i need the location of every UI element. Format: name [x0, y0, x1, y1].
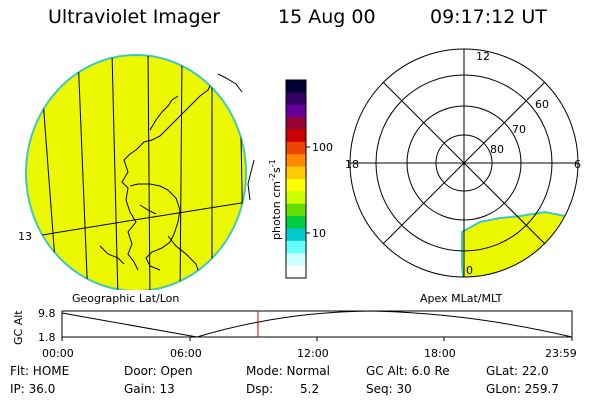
- colorbar-unit-label: photon cm-2s-1: [268, 159, 283, 240]
- door-status: Door: Open: [124, 364, 193, 378]
- app-title: Ultraviolet Imager: [48, 6, 221, 28]
- colorbar-segment: [286, 203, 306, 217]
- earth-disc: [25, 54, 247, 290]
- colorbar-segment: [286, 253, 306, 267]
- x-tick-0600: 06:00: [170, 347, 202, 360]
- mlt-12-label: 12: [476, 50, 490, 63]
- mlt-0-label: 0: [466, 264, 473, 277]
- x-tick-1800: 18:00: [424, 347, 456, 360]
- flight-label: Flt: HOME: [10, 364, 70, 378]
- lat-70-label: 70: [512, 123, 526, 136]
- colorbar-tick-10: 10: [312, 227, 326, 240]
- gain-value: Gain: 13: [124, 382, 175, 396]
- dsp-value: 5.2: [300, 382, 320, 396]
- lat-60-label: 60: [535, 98, 549, 111]
- colorbar-segment: [286, 92, 306, 106]
- colorbar: 100 10 photon cm-2s-1: [268, 79, 333, 279]
- apex-panel-label: Apex MLat/MLT: [420, 292, 503, 305]
- alt-ymax-label: 9.8: [38, 307, 56, 320]
- polar-grid: [349, 48, 579, 278]
- colorbar-segment: [286, 166, 306, 180]
- aurora-oval-region: [461, 210, 572, 277]
- lat-label: 13: [18, 230, 32, 243]
- apex-polar-plot[interactable]: 12 18 6 0 60 70 80: [340, 40, 600, 290]
- seq-value: Seq: 30: [366, 382, 412, 396]
- colorbar-segment: [286, 216, 306, 229]
- colorbar-segment: [286, 179, 306, 192]
- x-tick-2359: 23:59: [545, 347, 577, 360]
- colorbar-segment: [286, 240, 306, 254]
- geo-panel-label: Geographic Lat/Lon: [72, 292, 180, 305]
- glon-value: GLon: 259.7: [486, 382, 559, 396]
- colorbar-segment: [286, 191, 306, 205]
- colorbar-segment: [286, 104, 306, 118]
- colorbar-segment: [286, 154, 306, 168]
- x-tick-1200: 12:00: [297, 347, 329, 360]
- glat-value: GLat: 22.0: [486, 364, 549, 378]
- gc-alt-value: GC Alt: 6.0 Re: [366, 364, 450, 378]
- alt-ymin-label: 1.8: [38, 331, 56, 344]
- colorbar-tick-100: 100: [312, 141, 333, 154]
- svg-text:photon cm-2s-1: photon cm-2s-1: [268, 159, 283, 240]
- colorbar-segment: [286, 141, 306, 155]
- geographic-image-panel[interactable]: 13: [0, 30, 260, 290]
- time-label: 09:17:12 UT: [430, 6, 547, 28]
- ip-label: IP: 36.0: [10, 382, 56, 396]
- alt-ylabel: GC Alt: [12, 310, 25, 345]
- altitude-timeline-plot[interactable]: 9.8 1.8 GC Alt 00:00 06:00 12:00 18:00 2…: [0, 300, 600, 365]
- mlt-18-label: 18: [345, 158, 359, 171]
- colorbar-gradient: [286, 80, 306, 279]
- colorbar-segment: [286, 80, 306, 93]
- colorbar-segment: [286, 265, 306, 279]
- altitude-curve: [61, 310, 573, 338]
- colorbar-segment: [286, 129, 306, 143]
- colorbar-segment: [286, 117, 306, 130]
- lat-80-label: 80: [490, 143, 504, 156]
- mlt-6-label: 6: [574, 158, 581, 171]
- date-label: 15 Aug 00: [278, 6, 376, 28]
- x-tick-0000: 00:00: [42, 347, 74, 360]
- mode-value: Mode: Normal: [246, 364, 330, 378]
- colorbar-segment: [286, 228, 306, 242]
- dsp-label: Dsp:: [246, 382, 274, 396]
